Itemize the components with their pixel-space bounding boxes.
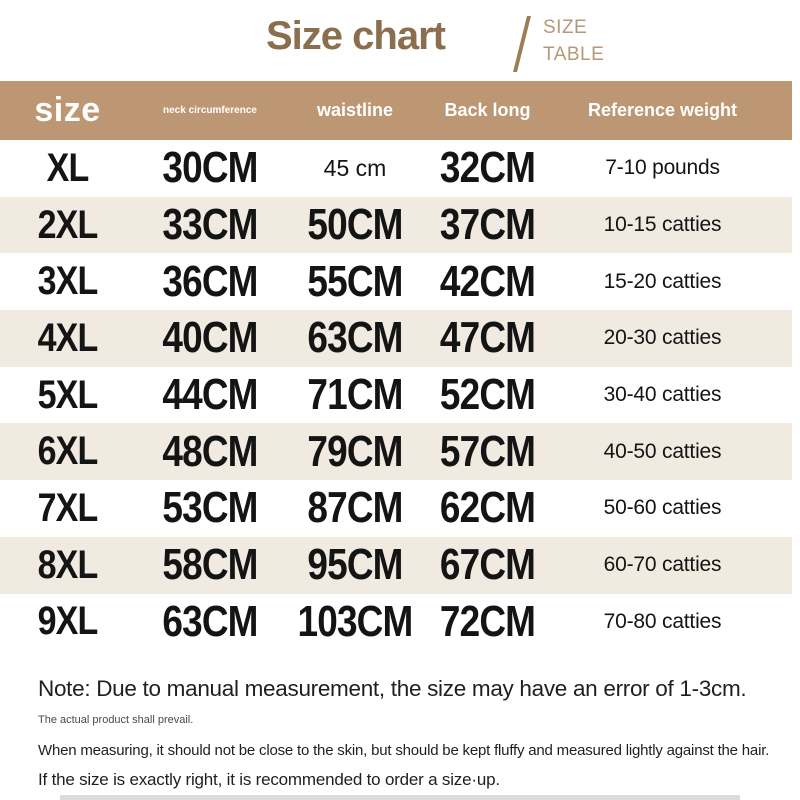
table-row: 8XL 58CM 95CM 67CM 60-70 catties bbox=[0, 536, 792, 594]
cell-size: 7XL bbox=[37, 485, 99, 530]
cell-back: 47CM bbox=[439, 313, 536, 363]
cell-waist: 79CM bbox=[307, 426, 403, 476]
cell-waist: 63CM bbox=[307, 313, 403, 363]
table-row: 3XL 36CM 55CM 42CM 15-20 catties bbox=[0, 253, 792, 311]
cell-waist: 87CM bbox=[307, 483, 403, 533]
note-actual-product: The actual product shall prevail. bbox=[38, 714, 194, 726]
subtitle-line1: SIZE bbox=[543, 17, 588, 38]
col-header-reference-weight: Reference weight bbox=[587, 100, 738, 120]
cell-waist: 71CM bbox=[307, 370, 403, 420]
table-row: 9XL 63CM 103CM 72CM 70-80 catties bbox=[0, 593, 792, 651]
table-header: size neck circumference waistline Back l… bbox=[0, 81, 792, 140]
slash-divider bbox=[513, 16, 531, 72]
cropped-banner-edge bbox=[60, 795, 740, 800]
cell-weight: 60-70 catties bbox=[603, 553, 722, 577]
cell-back: 37CM bbox=[439, 200, 536, 250]
note-measurement-error: Note: Due to manual measurement, the siz… bbox=[38, 676, 747, 701]
cell-size: 8XL bbox=[37, 542, 99, 587]
cell-neck: 53CM bbox=[162, 483, 258, 533]
cell-weight: 20-30 catties bbox=[603, 326, 722, 350]
table-row: XL 30CM 45 cm 32CM 7-10 pounds bbox=[0, 140, 792, 197]
cell-weight: 70-80 catties bbox=[603, 609, 722, 633]
cell-back: 72CM bbox=[439, 596, 536, 646]
table-row: 7XL 53CM 87CM 62CM 50-60 catties bbox=[0, 480, 792, 537]
note-size-up-advice: If the size is exactly right, it is reco… bbox=[38, 770, 500, 789]
table-row: 4XL 40CM 63CM 47CM 20-30 catties bbox=[0, 310, 792, 367]
col-header-neck-circumference: neck circumference bbox=[163, 105, 257, 116]
cell-waist: 55CM bbox=[307, 256, 403, 306]
page-subtitle: SIZE TABLE bbox=[543, 14, 604, 68]
cell-neck: 63CM bbox=[162, 596, 258, 646]
cell-back: 32CM bbox=[439, 143, 536, 193]
cell-neck: 30CM bbox=[162, 143, 258, 193]
cell-neck: 40CM bbox=[162, 313, 258, 363]
col-header-size: size bbox=[34, 91, 101, 129]
cell-weight: 7-10 pounds bbox=[605, 156, 720, 180]
page-title: Size chart bbox=[266, 14, 446, 58]
cell-back: 67CM bbox=[439, 540, 536, 590]
cell-waist: 45 cm bbox=[323, 154, 387, 181]
cell-weight: 40-50 catties bbox=[603, 439, 722, 463]
cell-neck: 58CM bbox=[162, 540, 258, 590]
table-row: 2XL 33CM 50CM 37CM 10-15 catties bbox=[0, 196, 792, 254]
cell-weight: 15-20 catties bbox=[603, 269, 722, 293]
cell-neck: 44CM bbox=[162, 370, 258, 420]
cell-weight: 10-15 catties bbox=[603, 213, 722, 237]
cell-size: 6XL bbox=[37, 429, 99, 474]
cell-size: 4XL bbox=[37, 315, 99, 360]
cell-back: 62CM bbox=[439, 483, 536, 533]
cell-back: 57CM bbox=[439, 426, 536, 476]
subtitle-line2: TABLE bbox=[543, 44, 605, 65]
cell-waist: 50CM bbox=[307, 200, 403, 250]
cell-back: 52CM bbox=[439, 370, 536, 420]
cell-back: 42CM bbox=[439, 256, 536, 306]
cell-neck: 33CM bbox=[162, 200, 258, 250]
table-row: 6XL 48CM 79CM 57CM 40-50 catties bbox=[0, 423, 792, 481]
note-measuring-advice: When measuring, it should not be close t… bbox=[38, 742, 770, 759]
cell-waist: 95CM bbox=[307, 540, 403, 590]
cell-weight: 30-40 catties bbox=[603, 383, 722, 407]
col-header-waistline: waistline bbox=[316, 100, 394, 120]
col-header-back-long: Back long bbox=[444, 100, 531, 120]
cell-neck: 48CM bbox=[162, 426, 258, 476]
cell-size: 9XL bbox=[37, 599, 99, 644]
table-body: XL 30CM 45 cm 32CM 7-10 pounds 2XL 33CM … bbox=[0, 140, 792, 651]
cell-waist: 103CM bbox=[297, 596, 414, 646]
cell-size: 2XL bbox=[37, 202, 99, 247]
cell-size: XL bbox=[46, 145, 90, 190]
cell-size: 3XL bbox=[37, 259, 99, 304]
table-row: 5XL 44CM 71CM 52CM 30-40 catties bbox=[0, 366, 792, 424]
cell-neck: 36CM bbox=[162, 256, 258, 306]
cell-size: 5XL bbox=[37, 372, 99, 417]
cell-weight: 50-60 catties bbox=[603, 496, 722, 520]
